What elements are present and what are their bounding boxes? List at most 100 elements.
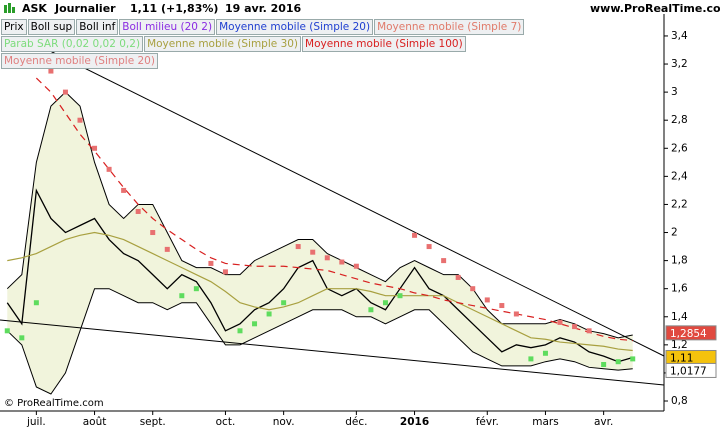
sar-point [484, 297, 490, 303]
sar-point [513, 311, 519, 317]
sar-point [33, 300, 39, 306]
price-label-box [665, 325, 717, 341]
legend-entry[interactable]: Prix [1, 19, 27, 35]
y-tick-label: 2,8 [671, 114, 688, 126]
quote: 1,11 (+1,83%) [130, 2, 219, 15]
sar-point [62, 89, 68, 95]
period: Journalier [55, 2, 116, 15]
sar-point [121, 187, 127, 193]
bollinger-band [7, 92, 633, 394]
sar-point [412, 232, 418, 238]
sar-point [339, 259, 345, 265]
sar-point [353, 263, 359, 269]
x-tick-label: août [83, 416, 107, 428]
sar-point [4, 328, 10, 334]
sar-point [208, 260, 214, 266]
sar-point [368, 307, 374, 313]
price-label-box [665, 362, 717, 378]
legend-entry[interactable]: Boll inf [76, 19, 119, 35]
sar-point [382, 300, 388, 306]
legend-entry[interactable]: Moyenne mobile (Simple 100) [302, 36, 466, 52]
copyright: © ProRealTime.com [4, 398, 104, 409]
legend-entry[interactable]: Moyenne mobile (Simple 20) [1, 53, 158, 69]
price-label: 1,11 [670, 352, 693, 364]
sar-point [499, 303, 505, 309]
y-tick-label: 1,8 [671, 255, 688, 267]
legend-entry[interactable]: Moyenne mobile (Simple 20) [216, 19, 374, 35]
y-tick-label: 2,4 [671, 170, 688, 182]
sar-point [48, 68, 54, 74]
sar-point [266, 311, 272, 317]
legend-entry[interactable]: Boll sup [27, 19, 76, 35]
top-bar: ASK Journalier 1,11 (+1,83%) 19 avr. 201… [0, 0, 720, 16]
chart-icon [4, 3, 15, 13]
sar-point [324, 255, 330, 261]
y-tick-label: 1,2 [671, 339, 688, 351]
x-tick-label: sept. [140, 416, 166, 428]
sar-point [586, 328, 592, 334]
x-tick-label: févr. [476, 416, 499, 428]
y-tick-label: 2,2 [671, 198, 688, 210]
site: www.ProRealTime.com [590, 2, 720, 15]
y-tick-label: 2 [671, 227, 678, 239]
sar-point [237, 328, 243, 334]
sar-point [77, 117, 83, 123]
sar-point [164, 246, 170, 252]
price-label: 1,2854 [670, 328, 707, 340]
x-tick-label: juil. [26, 416, 46, 428]
sar-point [470, 286, 476, 292]
y-tick-label: 3,2 [671, 58, 688, 70]
sar-point [92, 145, 98, 151]
indicator-legend: Prix Boll sup Boll inf Boll milieu (20 2) Mo… [1, 19, 621, 70]
y-tick-label: 3 [671, 86, 678, 98]
x-tick-label: déc. [345, 416, 367, 428]
trendline [39, 45, 665, 357]
trendline [0, 319, 665, 386]
sar-point [528, 356, 534, 362]
sar-point [295, 244, 301, 250]
y-tick-label: 3,4 [671, 30, 688, 42]
legend-entry[interactable]: Boll milieu (20 2) [119, 19, 216, 35]
sar-point [630, 356, 636, 362]
y-tick-label: 1,6 [671, 283, 688, 295]
y-tick-label: 2,6 [671, 142, 688, 154]
price-line [6, 188, 633, 363]
sar-point [441, 258, 447, 264]
sar-point [557, 319, 563, 325]
sar-point [572, 324, 578, 330]
y-tick-label: 0,8 [671, 395, 688, 407]
sar-point [310, 249, 316, 255]
sar-point [601, 362, 607, 368]
sar-point [19, 335, 25, 341]
sar-point [281, 300, 287, 306]
sar-point [150, 230, 156, 236]
legend-entry[interactable]: Moyenne mobile (Simple 30) [144, 36, 302, 52]
symbol: ASK [22, 2, 47, 15]
bollinger-line [6, 91, 633, 339]
legend-entry[interactable]: Moyenne mobile (Simple 7) [374, 19, 525, 35]
x-tick-label: mars [532, 416, 558, 428]
y-tick-label: 1,4 [671, 311, 688, 323]
price-label: 1,0177 [670, 365, 707, 377]
sar-point [252, 321, 258, 327]
date: 19 avr. 2016 [225, 2, 302, 15]
moving-average-line [7, 231, 633, 352]
x-tick-label: oct. [216, 416, 236, 428]
x-tick-label: avr. [594, 416, 613, 428]
sar-point [426, 244, 432, 250]
x-tick-label: 2016 [400, 416, 429, 428]
sar-point [397, 293, 403, 299]
sar-point [135, 208, 141, 214]
moving-average-line [35, 77, 633, 342]
sar-point [179, 293, 185, 299]
legend-entry[interactable]: Parab SAR (0,02 0,02 0,2) [1, 36, 144, 52]
x-tick-label: nov. [273, 416, 295, 428]
sar-point [615, 359, 621, 365]
sar-point [193, 286, 199, 292]
sar-point [455, 274, 461, 280]
sar-point [542, 350, 548, 356]
sar-point [222, 269, 228, 275]
sar-point [106, 166, 112, 172]
